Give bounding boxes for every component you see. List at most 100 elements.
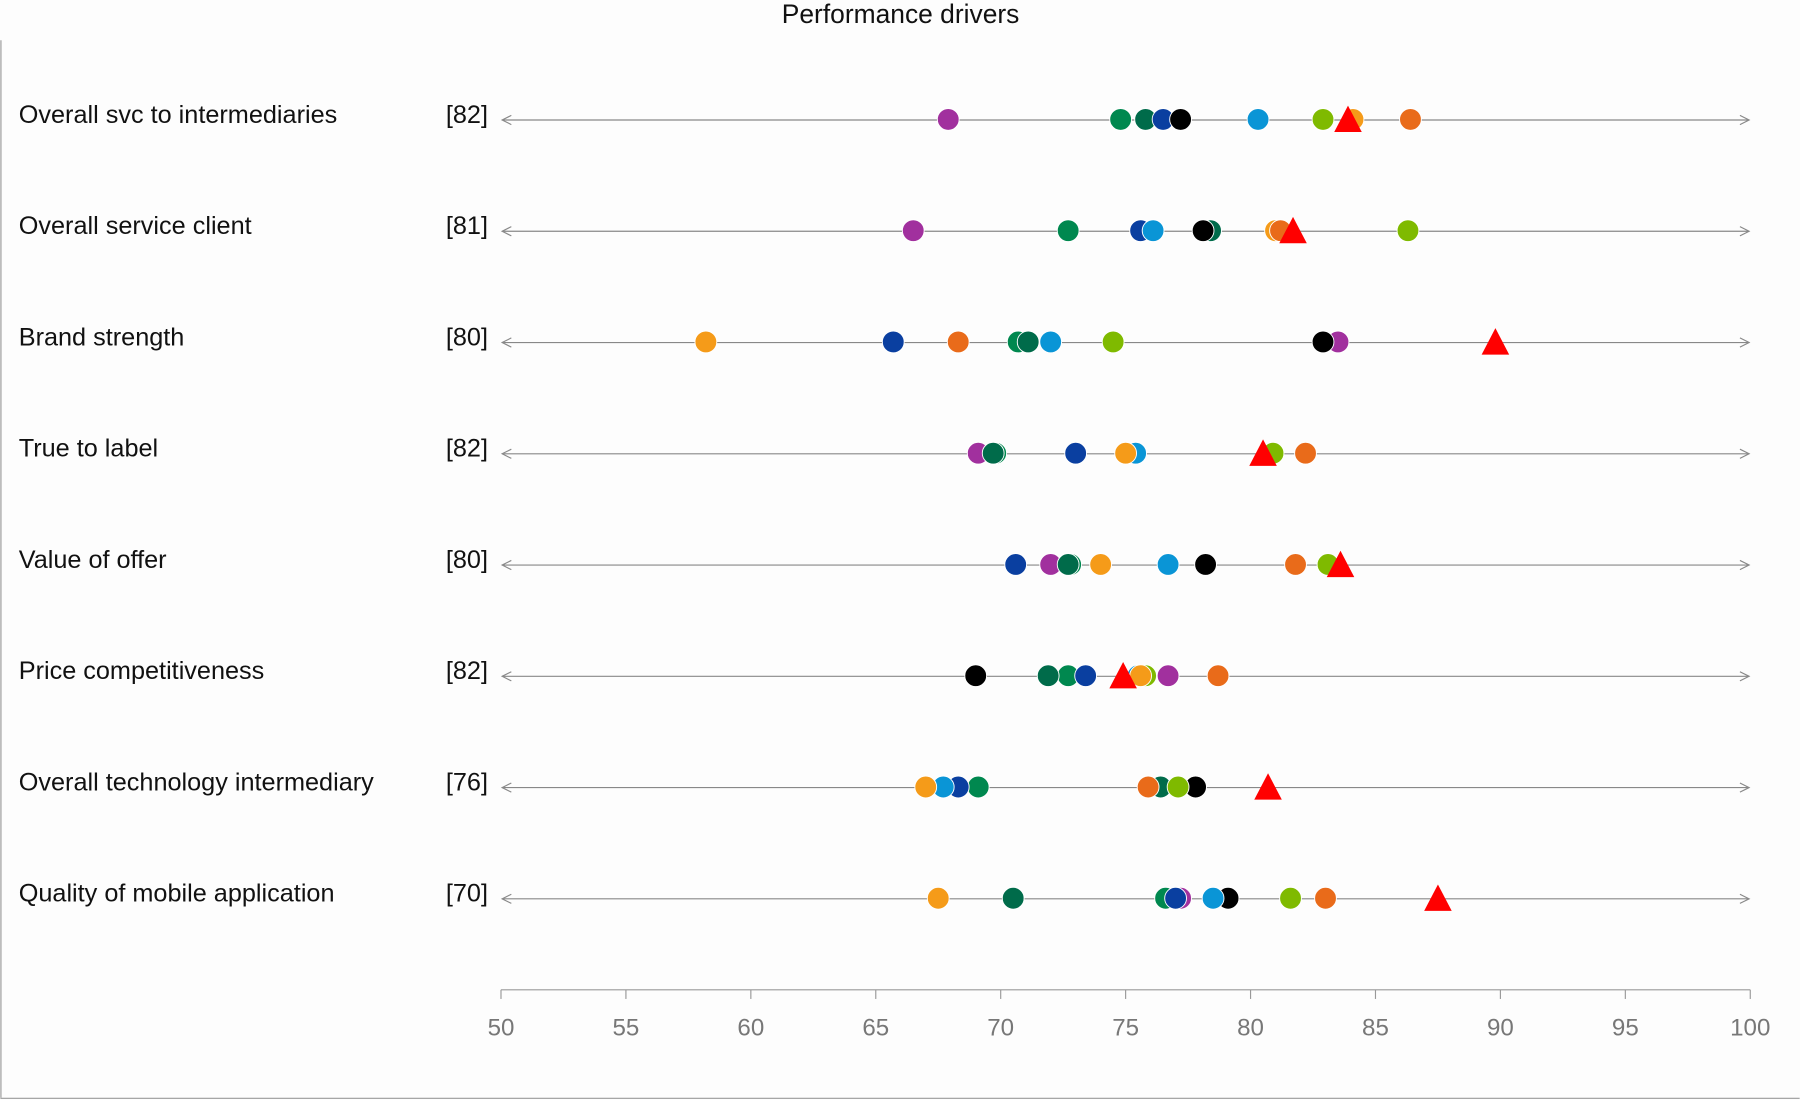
data-point xyxy=(1314,886,1337,910)
arrow-right-icon xyxy=(1739,114,1751,126)
x-tick-label: 85 xyxy=(1362,1015,1389,1042)
arrow-left-icon xyxy=(500,226,512,237)
benchmark-triangle xyxy=(1424,884,1452,911)
x-tick-label: 60 xyxy=(737,1015,764,1042)
row-7: Quality of mobile application [70] xyxy=(19,880,1751,911)
data-point xyxy=(1036,664,1060,688)
x-tick-label: 95 xyxy=(1612,1015,1639,1042)
data-point xyxy=(1311,108,1335,131)
data-point xyxy=(1141,219,1165,243)
data-point xyxy=(926,886,950,910)
benchmark-triangle xyxy=(1481,328,1510,355)
data-point xyxy=(946,330,970,354)
row-score: [80] xyxy=(446,323,488,351)
data-point xyxy=(1284,553,1307,576)
data-point xyxy=(1166,775,1190,799)
arrow-left-icon xyxy=(500,114,512,126)
row-label: Value of offer xyxy=(19,546,167,574)
x-axis: 50 55 60 65 70 75 80 85 90 95 100 xyxy=(488,989,1770,1042)
data-point xyxy=(1004,553,1028,576)
row-6: Overall technology intermediary [76] xyxy=(19,768,1751,800)
x-tick-label: 70 xyxy=(987,1015,1014,1042)
data-point xyxy=(1064,441,1088,465)
data-point xyxy=(1156,553,1180,576)
arrow-left-icon xyxy=(500,448,512,459)
arrow-left-icon xyxy=(500,559,512,571)
data-point xyxy=(694,330,718,354)
data-point xyxy=(1001,886,1025,910)
data-point xyxy=(1201,886,1225,910)
x-tick-label: 90 xyxy=(1487,1015,1514,1042)
data-point xyxy=(1089,553,1113,576)
row-label: Quality of mobile application xyxy=(19,880,335,908)
row-4: Value of offer [80] xyxy=(19,546,1751,578)
data-point xyxy=(1101,330,1125,354)
data-point xyxy=(1164,886,1187,910)
data-point xyxy=(1109,108,1132,131)
data-point xyxy=(1279,886,1302,910)
data-point xyxy=(1056,553,1080,576)
x-tick-label: 65 xyxy=(862,1015,889,1042)
data-point xyxy=(1056,219,1080,243)
row-score: [76] xyxy=(446,768,488,796)
chart-title: Performance drivers xyxy=(782,0,1020,29)
data-point xyxy=(1194,553,1217,576)
arrow-right-icon xyxy=(1739,893,1751,904)
row-label: Overall technology intermediary xyxy=(19,768,374,796)
x-tick-label: 100 xyxy=(1730,1015,1770,1042)
row-score: [81] xyxy=(446,212,488,240)
data-point xyxy=(1169,108,1192,131)
data-point xyxy=(1074,664,1098,688)
row-3: True to label [82] xyxy=(19,435,1751,466)
benchmark-triangle xyxy=(1326,550,1355,578)
arrow-left-icon xyxy=(500,782,512,793)
arrow-left-icon xyxy=(500,337,512,348)
data-point xyxy=(1016,330,1040,354)
x-tick-label: 55 xyxy=(613,1015,640,1042)
row-2: Brand strength [80] xyxy=(19,323,1751,355)
data-point xyxy=(1039,330,1063,354)
arrow-right-icon xyxy=(1739,671,1751,682)
arrow-right-icon xyxy=(1739,337,1751,348)
data-point xyxy=(1246,108,1270,131)
benchmark-triangle xyxy=(1334,105,1362,133)
data-point xyxy=(1156,664,1180,688)
x-tick-label: 50 xyxy=(488,1015,515,1042)
data-point xyxy=(914,775,938,799)
data-point xyxy=(1114,441,1137,465)
arrow-right-icon xyxy=(1739,226,1751,237)
data-point xyxy=(964,664,988,688)
row-score: [70] xyxy=(446,880,488,908)
data-point xyxy=(981,441,1005,465)
data-point xyxy=(1396,219,1420,243)
row-score: [82] xyxy=(446,657,488,685)
row-label: Price competitiveness xyxy=(19,657,265,685)
data-point xyxy=(901,219,925,243)
data-point xyxy=(936,108,960,131)
row-score: [82] xyxy=(446,101,488,129)
data-point xyxy=(1136,775,1160,799)
row-score: [82] xyxy=(446,435,488,463)
arrow-left-icon xyxy=(500,671,512,682)
row-5: Price competitiveness [82] xyxy=(19,657,1751,689)
data-point xyxy=(1206,664,1230,688)
data-point xyxy=(881,330,905,354)
arrow-right-icon xyxy=(1739,782,1751,793)
row-score: [80] xyxy=(446,546,488,574)
row-label: Overall service client xyxy=(19,212,252,240)
row-label: True to label xyxy=(19,435,158,463)
benchmark-triangle xyxy=(1109,661,1137,689)
data-point xyxy=(966,775,990,799)
data-point xyxy=(1399,108,1422,131)
row-0: Overall svc to intermediaries [82] xyxy=(19,101,1751,133)
data-point xyxy=(1191,219,1215,243)
row-label: Brand strength xyxy=(19,323,185,351)
benchmark-triangle xyxy=(1249,439,1277,466)
x-tick-label: 80 xyxy=(1237,1015,1264,1042)
row-1: Overall service client [81] xyxy=(19,212,1751,244)
arrow-left-icon xyxy=(500,893,512,904)
data-point xyxy=(1311,330,1335,354)
arrow-right-icon xyxy=(1739,559,1751,571)
